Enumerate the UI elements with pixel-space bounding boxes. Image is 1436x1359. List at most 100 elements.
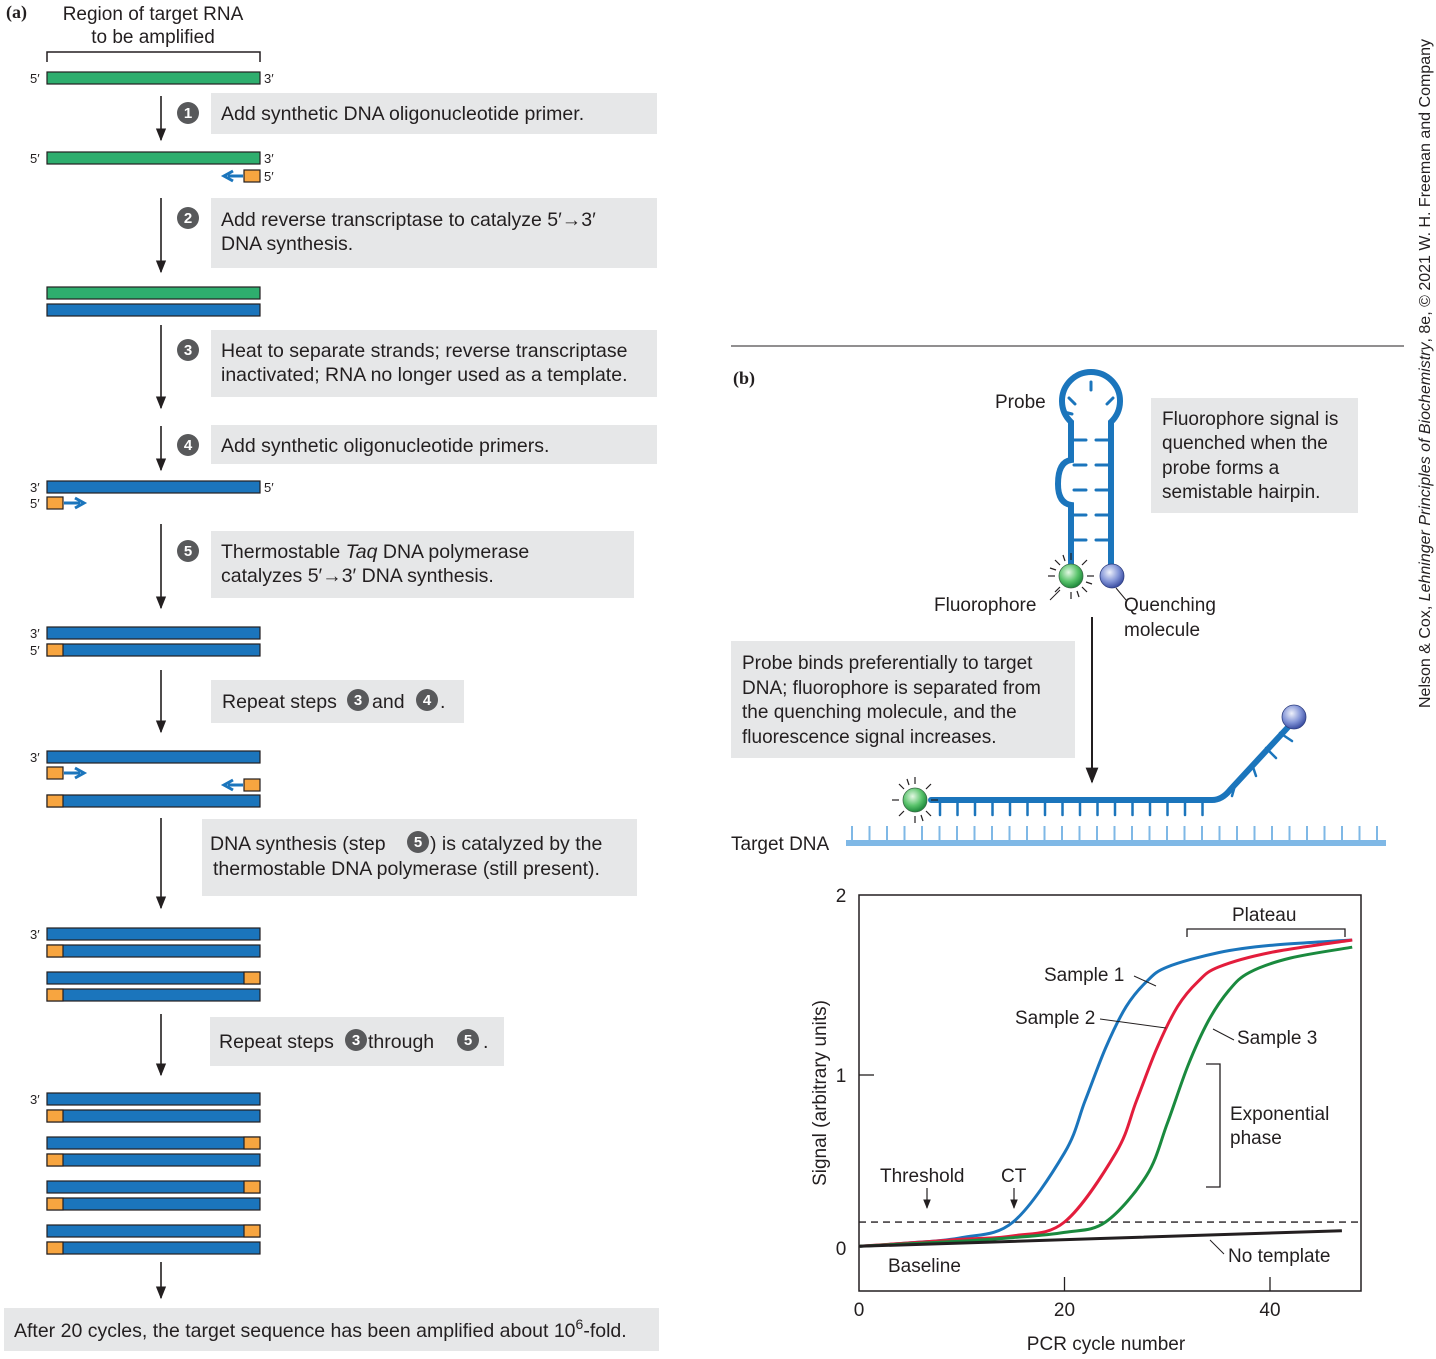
exponential-bracket <box>1206 1063 1221 1188</box>
step-2-number: 2 <box>184 210 192 227</box>
new-strand <box>46 1136 261 1150</box>
step-1-number: 1 <box>184 105 192 122</box>
bound-probe <box>928 722 1294 817</box>
series-label: Sample 3 <box>1237 1028 1317 1049</box>
new-strand <box>46 971 261 985</box>
series-leader <box>1212 1028 1235 1041</box>
synthesis-note-post: ) is catalyzed by the <box>430 833 602 855</box>
repeat2-badge-b-number: 5 <box>464 1032 472 1049</box>
series-leader <box>1209 1239 1225 1255</box>
panel-a-label: (a) <box>6 2 27 23</box>
cdna-strand <box>46 480 261 494</box>
step-1-box <box>211 93 657 134</box>
series-label: Sample 1 <box>1044 965 1124 986</box>
step-4-number: 4 <box>184 437 193 454</box>
exponential-label-line2: phase <box>1230 1128 1282 1149</box>
series-leader <box>1133 975 1157 987</box>
quencher-leader <box>1115 587 1127 601</box>
primer <box>46 988 64 1002</box>
new-strand <box>46 1241 261 1255</box>
fluorophore-label: Fluorophore <box>934 595 1036 616</box>
step-3-box <box>211 330 657 397</box>
step-2-text-line1: Add reverse transcriptase to catalyze 5′… <box>221 209 596 231</box>
series-label: No template <box>1228 1246 1330 1267</box>
plot-frame <box>858 894 1362 1292</box>
x-tick-label: 20 <box>1054 1300 1075 1321</box>
primer <box>46 944 64 958</box>
plateau-bracket <box>1186 928 1346 937</box>
panel-b: (b) Probe Fluorophore Quenching molecule <box>731 345 1404 1355</box>
primer <box>243 169 261 183</box>
step-1-badge <box>177 102 199 124</box>
primer <box>243 1136 261 1150</box>
end-3-label: 3′ <box>30 480 40 495</box>
binding-note-line: fluorescence signal increases. <box>742 727 997 748</box>
x-tick-label: 0 <box>854 1300 865 1321</box>
step-5-badge <box>177 540 199 562</box>
rna-strand <box>46 71 261 85</box>
repeat2-text: Repeat steps <box>219 1031 334 1053</box>
x-axis-label: PCR cycle number <box>1027 1334 1186 1355</box>
step-2-box <box>211 198 657 268</box>
quencher-label-line2: molecule <box>1124 620 1200 641</box>
repeat-badge-a <box>347 689 369 711</box>
series-leader <box>1099 1018 1167 1029</box>
quenched-note-line: Fluorophore signal is <box>1162 409 1338 430</box>
qpcr-chart: 0 20 40 0 1 2 PCR cycle number Signal (arbitr… <box>810 886 1362 1355</box>
cdna-strand <box>46 750 261 764</box>
ct-label: CT <box>1001 1166 1027 1187</box>
synthesis-note-pre: DNA synthesis (step <box>210 833 386 855</box>
repeat-steps-text: Repeat steps <box>222 691 337 713</box>
rna-strand <box>46 151 261 165</box>
x-tick-label: 40 <box>1259 1300 1280 1321</box>
y-axis-label: Signal (arbitrary units) <box>810 1000 831 1186</box>
cdna-strand <box>46 303 261 317</box>
threshold-label: Threshold <box>880 1166 965 1187</box>
end-3-label: 3′ <box>264 71 274 86</box>
primer-direction-arrow <box>220 169 243 183</box>
end-3-label: 3′ <box>30 750 40 765</box>
new-strand <box>46 794 261 808</box>
target-dna-label: Target DNA <box>731 834 830 855</box>
quencher-icon <box>1281 704 1307 730</box>
step-5-box <box>211 531 634 598</box>
series-line-no-template <box>858 1229 1342 1248</box>
end-5-label: 5′ <box>30 496 40 511</box>
target-dna-strand <box>846 826 1386 846</box>
final-note-box <box>4 1308 659 1351</box>
panel-a: (a) Region of target RNA to be amplified… <box>4 2 659 1351</box>
new-strand <box>46 1109 261 1123</box>
panel-b-label: (b) <box>733 368 755 389</box>
repeat2-through: through <box>368 1031 434 1053</box>
step-3-badge <box>177 339 199 361</box>
series-label: Sample 2 <box>1015 1008 1095 1029</box>
binding-note-box <box>731 641 1075 758</box>
synthesis-note-line2: thermostable DNA polymerase (still prese… <box>213 858 600 880</box>
repeat-steps-and: and <box>372 691 405 713</box>
end-5-label: 5′ <box>264 480 274 495</box>
quencher-icon <box>1099 563 1125 589</box>
end-5-label: 5′ <box>30 643 40 658</box>
credit-line: Nelson & Cox, Lehninger Principles of Bi… <box>1417 39 1434 708</box>
synthesis-note-badge <box>407 831 429 853</box>
step-2-badge <box>177 207 199 229</box>
repeat2-badge-a <box>345 1029 367 1051</box>
probe-label: Probe <box>995 392 1046 413</box>
final-note-text: After 20 cycles, the target sequence has… <box>14 1316 627 1342</box>
fluorophore-icon <box>1048 553 1094 599</box>
quenched-note-box <box>1151 398 1358 513</box>
end-3-label: 3′ <box>264 151 274 166</box>
step-5-text-line1: Thermostable Taq DNA polymerase <box>221 541 529 563</box>
primer <box>243 778 261 792</box>
step-3-number: 3 <box>184 342 192 359</box>
end-5-label: 5′ <box>30 151 40 166</box>
end-3-label: 3′ <box>30 927 40 942</box>
primer <box>46 1153 64 1167</box>
step-3-text-line2: inactivated; RNA no longer used as a tem… <box>221 364 628 386</box>
repeat-badge-b <box>416 689 438 711</box>
region-title-line1: Region of target RNA <box>63 4 244 25</box>
new-strand <box>46 944 261 958</box>
step-4-badge <box>177 434 199 456</box>
repeat2-badge-b <box>457 1029 479 1051</box>
new-strand <box>46 1153 261 1167</box>
